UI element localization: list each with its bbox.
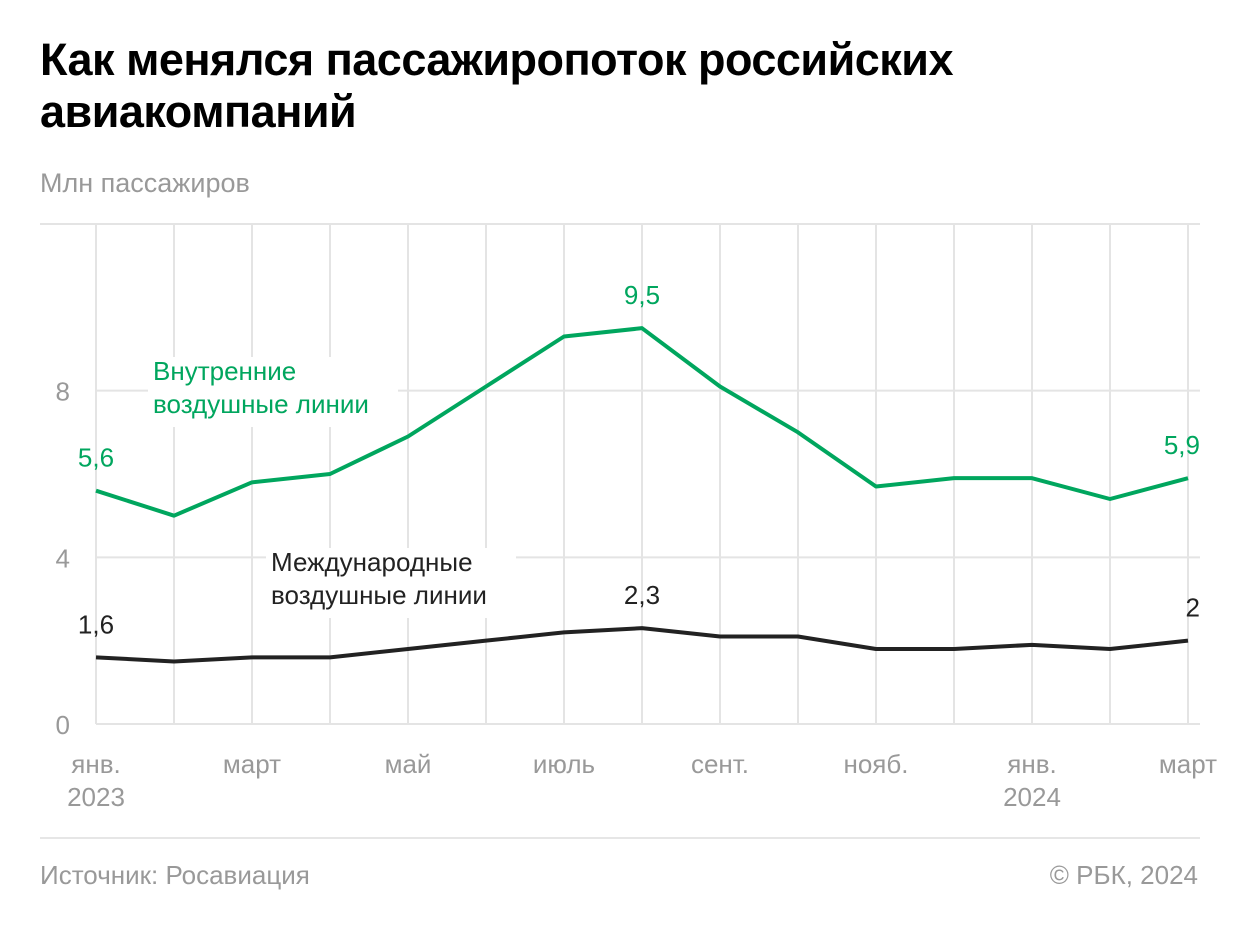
- source-note: Источник: Росавиация: [40, 860, 310, 890]
- y-tick-label: 0: [56, 710, 70, 740]
- x-tick-year-label: 2023: [67, 782, 125, 812]
- data-label: 9,5: [624, 280, 660, 310]
- x-tick-label: сент.: [691, 749, 749, 779]
- series-label: Международные: [271, 547, 473, 577]
- data-label: 5,9: [1164, 430, 1200, 460]
- data-label: 5,6: [78, 443, 114, 473]
- series-label-background: [266, 548, 516, 618]
- x-tick-label: нояб.: [843, 749, 908, 779]
- x-tick-label: март: [223, 749, 281, 779]
- data-label: 2,3: [624, 580, 660, 610]
- y-tick-label: 4: [56, 543, 70, 573]
- series-label: воздушные линии: [153, 389, 369, 419]
- x-tick-year-label: 2024: [1003, 782, 1061, 812]
- footer-divider: [40, 837, 1200, 839]
- data-label: 1,6: [78, 609, 114, 639]
- chart-title: Как менялся пассажиропоток российских ав…: [40, 34, 954, 137]
- x-tick-label: июль: [533, 749, 595, 779]
- copyright: © РБК, 2024: [1049, 860, 1198, 890]
- data-label: 2: [1186, 593, 1200, 623]
- series-label: Внутренние: [153, 356, 296, 386]
- y-tick-label: 8: [56, 377, 70, 407]
- x-tick-label: май: [385, 749, 432, 779]
- series-label-background: [148, 357, 398, 427]
- x-tick-label: март: [1159, 749, 1217, 779]
- x-tick-label: янв.: [71, 749, 120, 779]
- series-label: воздушные линии: [271, 580, 487, 610]
- x-tick-label: янв.: [1007, 749, 1056, 779]
- y-axis-label: Млн пассажиров: [40, 168, 250, 198]
